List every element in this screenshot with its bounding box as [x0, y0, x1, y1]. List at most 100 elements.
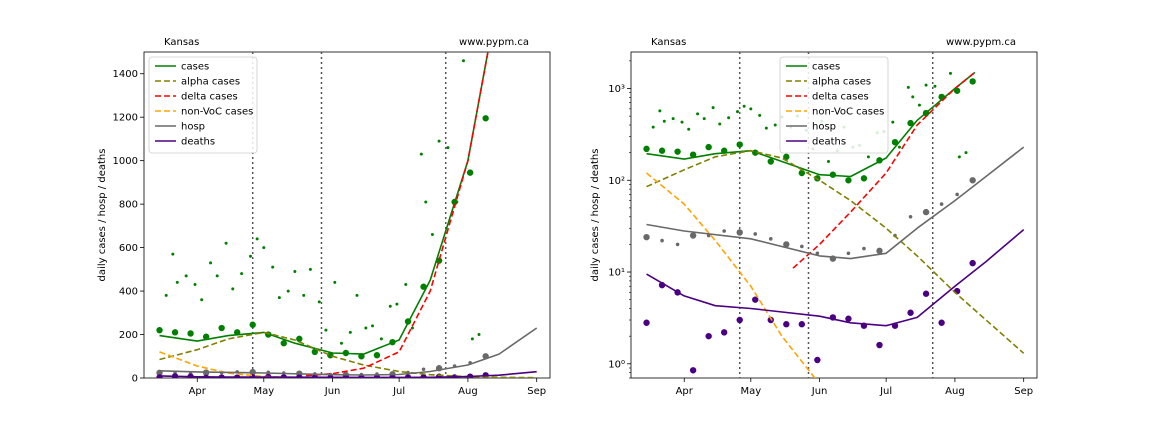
- cases-daily-point: [735, 110, 739, 114]
- cases-weekly-point: [674, 148, 681, 155]
- cases-daily-point: [897, 145, 901, 149]
- hosp-points-point: [722, 229, 726, 233]
- cases-weekly-point: [907, 119, 914, 127]
- cases-weekly-point: [296, 335, 303, 343]
- cases-daily-point: [773, 123, 777, 127]
- alpha-cases-line: [159, 331, 537, 378]
- hosp-points-point: [876, 247, 883, 255]
- cases-daily-point: [477, 333, 481, 337]
- hosp-points-point: [862, 246, 866, 251]
- cases-daily-point: [200, 298, 204, 302]
- x-tick-label: Sep: [527, 386, 546, 397]
- cases-daily-point: [193, 283, 197, 287]
- deaths-points-point: [752, 296, 759, 303]
- cases-daily-point: [293, 270, 297, 274]
- cases-daily-point: [348, 330, 352, 334]
- cases-weekly-point: [643, 145, 650, 153]
- hosp-line: [159, 327, 538, 376]
- cases-daily-point: [906, 85, 910, 89]
- cases-daily-point: [911, 95, 915, 99]
- cases-weekly-point: [767, 158, 774, 165]
- plot-content: [643, 52, 1025, 378]
- cases-daily-point: [286, 289, 290, 293]
- legend-label: cases: [812, 62, 840, 73]
- deaths-points-point: [814, 356, 821, 364]
- cases-daily-point: [404, 283, 408, 287]
- cases-weekly-point: [249, 321, 256, 328]
- hosp-points-point: [660, 238, 664, 243]
- hosp-points-point: [969, 177, 976, 184]
- hosp-points-point: [939, 202, 944, 206]
- clipped-plot: [156, 52, 538, 378]
- deaths-points-point: [845, 315, 852, 322]
- cases-weekly-point: [187, 330, 194, 337]
- legend-label: alpha cases: [181, 77, 240, 88]
- hosp-points-point: [689, 232, 697, 239]
- deaths-points-point: [938, 319, 945, 326]
- hosp-line: [646, 146, 1025, 260]
- axes-ticks: Apr May Jun Jul Aug Sep 0 200 400 600 800 1000 1200 1…: [113, 69, 547, 397]
- legend-label: hosp: [812, 122, 836, 133]
- non-VoC-cases-line: [645, 172, 816, 378]
- cases-daily-point: [364, 326, 368, 330]
- y-tick-label: 1400: [113, 69, 138, 80]
- linear-chart-panel: Kansas www.pypm.ca daily cases / hosp / …: [97, 37, 551, 397]
- plot-content: [156, 52, 538, 378]
- cases-weekly-point: [171, 329, 179, 336]
- x-tick-label: Aug: [458, 386, 478, 397]
- deaths-points-point: [689, 367, 697, 374]
- hosp-points-point: [675, 242, 680, 247]
- cases-daily-point: [680, 120, 684, 124]
- hosp-points-point: [783, 241, 790, 248]
- hosp-points-point: [753, 232, 758, 236]
- cases-daily-point: [379, 337, 383, 341]
- deaths-points-point: [969, 259, 976, 267]
- cases-daily-point: [231, 287, 235, 291]
- cases-daily-point: [437, 139, 441, 143]
- cases-daily-point: [430, 233, 434, 237]
- x-tick-label: May: [253, 386, 274, 397]
- y-tick-label: 600: [119, 243, 138, 254]
- cases-daily-point: [742, 104, 746, 108]
- cases-weekly-point: [658, 147, 666, 154]
- deaths-points-point: [736, 316, 743, 324]
- hosp-points-point: [643, 233, 650, 241]
- x-tick-label: Aug: [945, 386, 965, 397]
- cases-daily-point: [711, 106, 715, 110]
- y-tick-label: 400: [119, 287, 138, 298]
- cases-weekly-point: [953, 87, 961, 94]
- cases-daily-point: [171, 252, 175, 256]
- deaths-line: [646, 228, 1025, 327]
- region-label: Kansas: [164, 37, 199, 48]
- y-tick-label: 800: [119, 200, 138, 211]
- cases-weekly-point: [860, 175, 868, 182]
- x-tick-label: Jun: [324, 386, 341, 397]
- y-axis-label: daily cases / hosp / deaths: [590, 149, 601, 282]
- cases-daily-point: [209, 261, 213, 265]
- cases-daily-point: [248, 254, 252, 258]
- cases-daily-point: [184, 274, 188, 278]
- hosp-points-point: [908, 214, 913, 219]
- cases-daily-point: [424, 200, 428, 204]
- x-tick-label: Apr: [189, 386, 207, 397]
- y-tick-label: 0: [132, 374, 138, 385]
- legend-label: cases: [181, 62, 209, 73]
- deaths-points-point: [907, 309, 914, 316]
- cases-daily-point: [917, 103, 921, 107]
- hosp-points-point: [736, 229, 743, 236]
- cases-daily-point: [419, 152, 423, 156]
- cases-daily-point: [355, 293, 359, 297]
- cases-weekly-point: [689, 151, 697, 158]
- cases-daily-point: [277, 296, 281, 300]
- cases-daily-point: [395, 302, 399, 306]
- legend-label: deaths: [181, 137, 215, 148]
- cases-weekly-point: [736, 141, 743, 148]
- cases-daily-point: [658, 109, 662, 113]
- region-label: Kansas: [651, 37, 686, 48]
- x-tick-label: Sep: [1014, 386, 1033, 397]
- x-tick-label: Apr: [676, 386, 694, 397]
- deaths-points-point: [767, 316, 774, 324]
- y-tick-label: 10²: [608, 176, 625, 187]
- cases-daily-point: [671, 117, 675, 121]
- cases-daily-point: [317, 300, 321, 304]
